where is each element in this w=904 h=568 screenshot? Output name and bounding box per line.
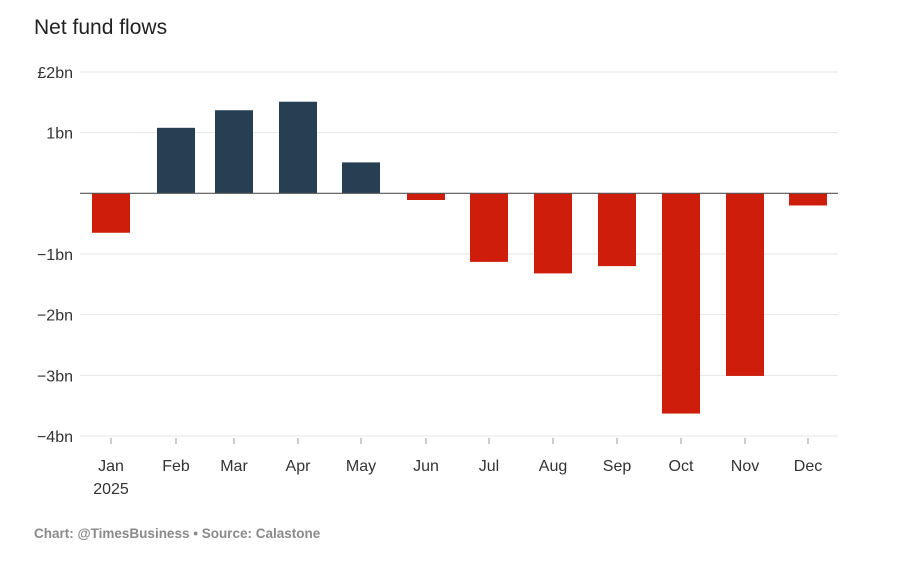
x-tick-sublabel-0: 2025 bbox=[93, 481, 129, 498]
x-tick-label-apr: Apr bbox=[286, 458, 312, 475]
x-tick-label-oct: Oct bbox=[669, 458, 694, 475]
bar-jul bbox=[470, 193, 508, 262]
x-tick-label-jan: Jan bbox=[98, 458, 124, 475]
x-tick-label-mar: Mar bbox=[220, 458, 248, 475]
bars bbox=[92, 101, 827, 414]
bar-oct bbox=[662, 193, 700, 414]
x-tick-label-may: May bbox=[346, 458, 376, 475]
bar-jun bbox=[407, 193, 445, 201]
x-tick-label-feb: Feb bbox=[162, 458, 190, 475]
grid-lines bbox=[80, 71, 838, 437]
bar-dec bbox=[789, 193, 827, 206]
bar-nov bbox=[726, 193, 764, 376]
y-tick-label-1: 1bn bbox=[46, 126, 73, 143]
bar-chart: £2bn 1bn −1bn −2bn −3bn −4bn Jan 2025 Feb Mar Apr… bbox=[37, 65, 838, 498]
y-tick-label-3: −2bn bbox=[37, 308, 73, 325]
x-axis-ticks: Jan 2025 Feb Mar Apr May Jun Jul Aug Sep Oct Nov Dec bbox=[93, 438, 822, 498]
x-tick-label-jul: Jul bbox=[479, 458, 499, 475]
bar-apr bbox=[279, 101, 317, 194]
chart-source-credit: Chart: @TimesBusiness • Source: Calaston… bbox=[34, 526, 321, 541]
bar-feb bbox=[157, 127, 195, 194]
x-tick-label-jun: Jun bbox=[413, 458, 439, 475]
bar-sep bbox=[598, 193, 636, 267]
x-tick-label-aug: Aug bbox=[539, 458, 567, 475]
y-axis-ticks: £2bn 1bn −1bn −2bn −3bn −4bn bbox=[37, 65, 73, 446]
y-tick-label-2: −1bn bbox=[37, 247, 73, 264]
x-tick-label-nov: Nov bbox=[731, 458, 759, 475]
bar-may bbox=[342, 162, 380, 194]
bar-jan bbox=[92, 193, 130, 233]
y-tick-label-5: −4bn bbox=[37, 429, 73, 446]
bar-mar bbox=[215, 110, 253, 194]
bar-aug bbox=[534, 193, 572, 274]
x-tick-label-sep: Sep bbox=[603, 458, 632, 475]
y-tick-label-0: £2bn bbox=[37, 65, 73, 82]
x-tick-label-dec: Dec bbox=[794, 458, 822, 475]
chart-title: Net fund flows bbox=[34, 16, 168, 39]
y-tick-label-4: −3bn bbox=[37, 368, 73, 385]
